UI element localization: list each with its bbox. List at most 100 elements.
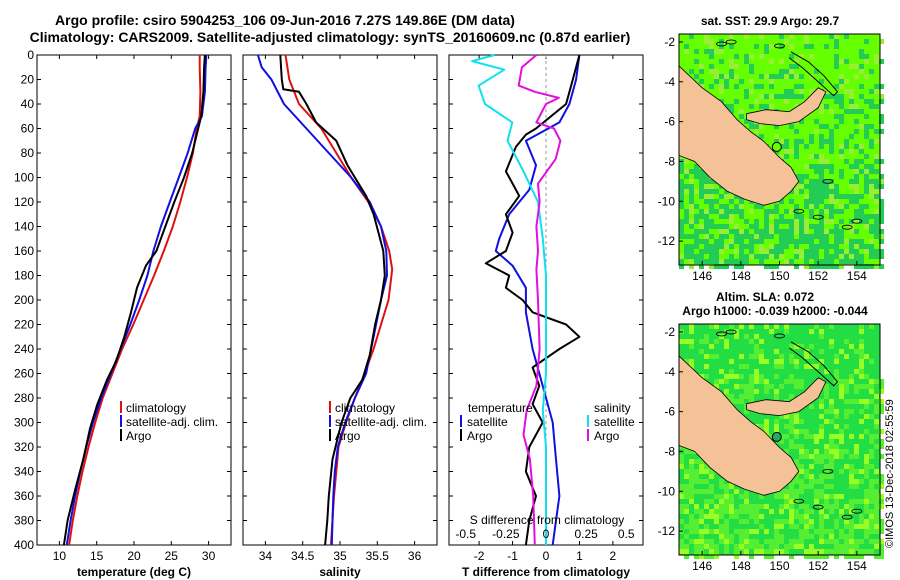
map-cell <box>839 219 844 224</box>
map-cell <box>694 554 699 559</box>
map-cell <box>864 99 869 104</box>
map-cell <box>759 204 764 209</box>
map-cell <box>869 194 874 199</box>
map-cell <box>724 209 729 214</box>
map-cell <box>859 254 864 259</box>
map-cell <box>749 514 754 519</box>
map-cell <box>774 374 779 379</box>
map-cell <box>869 499 874 504</box>
map-cell <box>749 529 754 534</box>
map-cell <box>859 259 864 264</box>
map-cell <box>794 204 799 209</box>
map-cell <box>879 209 884 214</box>
map-cell <box>804 249 809 254</box>
map-cell <box>689 199 694 204</box>
map-cell <box>824 249 829 254</box>
map-cell <box>814 119 819 124</box>
map-cell <box>684 484 689 489</box>
map-cell <box>764 49 769 54</box>
map-cell <box>869 529 874 534</box>
map-cell <box>694 549 699 554</box>
map-cell <box>804 259 809 264</box>
map-cell <box>814 244 819 249</box>
map-cell <box>709 514 714 519</box>
sst-map: 146 148 150 152 154-2-4-6-8-10-12 <box>658 33 884 283</box>
map-cell <box>704 194 709 199</box>
map-cell <box>684 174 689 179</box>
map-cell <box>684 169 689 174</box>
map-cell <box>714 529 719 534</box>
map-cell <box>749 239 754 244</box>
map-cell <box>804 454 809 459</box>
map-cell <box>734 64 739 69</box>
x-tick-label: 2 <box>610 549 617 563</box>
map-cell <box>734 239 739 244</box>
map-cell <box>839 149 844 154</box>
map-cell <box>749 254 754 259</box>
island-outline <box>793 498 805 504</box>
map-cell <box>849 64 854 69</box>
map-cell <box>839 254 844 259</box>
map-cell <box>804 184 809 189</box>
map-cell <box>759 544 764 549</box>
map-cell <box>824 554 829 559</box>
map-cell <box>699 169 704 174</box>
map-cell <box>784 489 789 494</box>
map-cell <box>819 404 824 409</box>
map-cell <box>864 509 869 514</box>
map-cell <box>854 194 859 199</box>
map-cell <box>824 184 829 189</box>
x-axis-label: salinity <box>319 565 361 579</box>
map-cell <box>694 474 699 479</box>
map-cell <box>789 74 794 79</box>
map-cell <box>794 414 799 419</box>
map-cell <box>789 539 794 544</box>
map-cell <box>804 514 809 519</box>
map-cell <box>864 504 869 509</box>
map-cell <box>879 159 884 164</box>
map-cell <box>789 199 794 204</box>
map-cell <box>759 349 764 354</box>
map-cell <box>839 234 844 239</box>
map-cell <box>844 144 849 149</box>
map-cell <box>799 254 804 259</box>
map-cell <box>809 404 814 409</box>
map-cell <box>814 229 819 234</box>
map-cell <box>719 514 724 519</box>
map-cell <box>784 219 789 224</box>
map-cell <box>809 154 814 159</box>
map-cell <box>704 499 709 504</box>
map-cell <box>724 204 729 209</box>
map-cell <box>709 199 714 204</box>
map-cell <box>764 74 769 79</box>
map-cell <box>879 444 884 449</box>
map-cell <box>814 494 819 499</box>
map-cell <box>719 229 724 234</box>
map-cell <box>684 509 689 514</box>
map-cell <box>754 219 759 224</box>
map-cell <box>769 74 774 79</box>
map-cell <box>819 434 824 439</box>
map-cell <box>859 369 864 374</box>
map-cell <box>874 104 879 109</box>
map-cell <box>789 89 794 94</box>
map-cell <box>679 494 684 499</box>
map-cell <box>714 544 719 549</box>
map-cell <box>819 164 824 169</box>
map-cell <box>689 464 694 469</box>
map-cell <box>814 184 819 189</box>
map-lon-tick-label: 152 <box>808 269 828 283</box>
map-cell <box>759 229 764 234</box>
map-cell <box>804 519 809 524</box>
map-cell <box>684 244 689 249</box>
map-cell <box>769 84 774 89</box>
map-cell <box>834 409 839 414</box>
map-cell <box>854 389 859 394</box>
map-cell <box>814 434 819 439</box>
map-cell <box>729 109 734 114</box>
map-cell <box>819 224 824 229</box>
map-cell <box>709 234 714 239</box>
map-cell <box>869 384 874 389</box>
map-cell <box>814 324 819 329</box>
map-cell <box>854 544 859 549</box>
